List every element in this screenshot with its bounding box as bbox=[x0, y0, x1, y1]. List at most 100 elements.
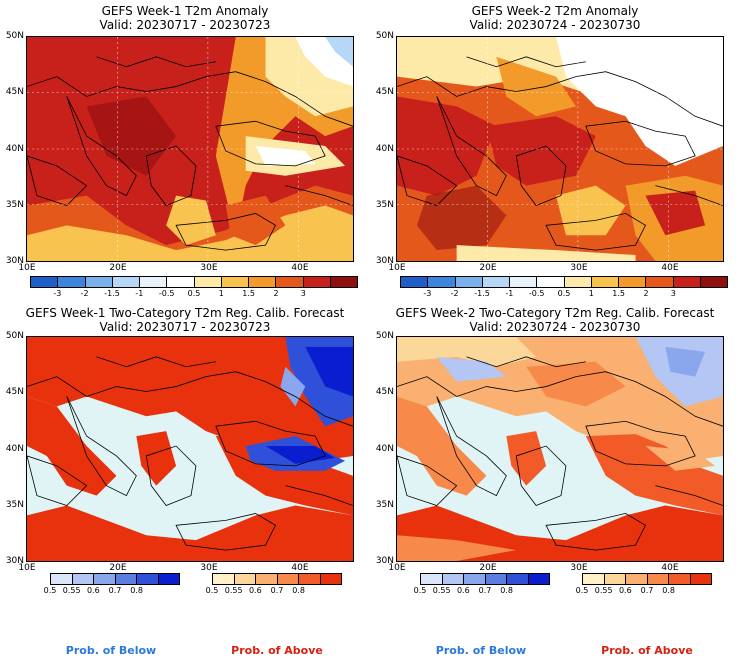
anomaly-field bbox=[397, 37, 723, 261]
colorbar-swatch bbox=[51, 574, 73, 584]
colorbar-swatch bbox=[564, 277, 592, 287]
prob-above-colorbar bbox=[212, 573, 342, 585]
colorbar-swatch bbox=[276, 277, 304, 287]
colorbar-label: -1 bbox=[135, 289, 144, 298]
x-tick-label: 40E bbox=[661, 263, 679, 273]
probability-field bbox=[397, 337, 723, 561]
colorbar-label: -0.5 bbox=[528, 289, 545, 298]
colorbar-swatch bbox=[137, 574, 159, 584]
colorbar-label: 3 bbox=[300, 289, 306, 298]
colorbar-label: 0.55 bbox=[224, 586, 243, 595]
colorbar-swatch bbox=[537, 277, 565, 287]
colorbar-swatch bbox=[428, 277, 456, 287]
colorbar-label: 0.5 bbox=[43, 586, 57, 595]
colorbar-swatch bbox=[167, 277, 195, 287]
colorbar-swatch bbox=[583, 574, 605, 584]
panel-title: GEFS Week-1 T2m Anomaly bbox=[101, 4, 269, 18]
colorbar-label: 0.6 bbox=[86, 586, 100, 595]
colorbar-swatch bbox=[330, 277, 357, 287]
colorbar-label: 0.8 bbox=[130, 586, 144, 595]
x-tick-label: 30E bbox=[200, 263, 218, 273]
y-tick-label: 40N bbox=[5, 444, 24, 454]
colorbar-swatch bbox=[140, 277, 168, 287]
y-tick-label: 45N bbox=[5, 87, 24, 97]
colorbar-label: 0.7 bbox=[640, 586, 654, 595]
y-tick-label: 50N bbox=[375, 31, 394, 41]
colorbar-label: 2 bbox=[643, 289, 649, 298]
colorbar-label: 1 bbox=[218, 289, 224, 298]
panel-valid-dates: Valid: 20230717 - 20230723 bbox=[99, 18, 271, 32]
y-tick-label: 45N bbox=[375, 387, 394, 397]
colorbar-swatch bbox=[158, 574, 179, 584]
panel-week1-anomaly: GEFS Week-1 T2m Anomaly Valid: 20230717 … bbox=[0, 0, 370, 300]
prob-below-label: Prob. of Below bbox=[435, 644, 527, 657]
x-tick-label: 40E bbox=[291, 563, 309, 573]
colorbar-swatch bbox=[646, 277, 674, 287]
colorbar-label: 0.5 bbox=[413, 586, 427, 595]
y-tick-label: 50N bbox=[375, 331, 394, 341]
colorbar-label: -3 bbox=[423, 289, 432, 298]
colorbar-swatch bbox=[421, 574, 443, 584]
colorbar-label: -2 bbox=[450, 289, 459, 298]
x-tick-label: 30E bbox=[570, 263, 588, 273]
colorbar-swatch bbox=[507, 574, 529, 584]
colorbar-label: 0.5 bbox=[205, 586, 219, 595]
colorbar-label: 0.7 bbox=[108, 586, 122, 595]
anomaly-colorbar bbox=[30, 276, 358, 288]
colorbar-label: 0.55 bbox=[62, 586, 81, 595]
prob-above-label: Prob. of Above bbox=[231, 644, 323, 657]
colorbar-swatch bbox=[619, 277, 647, 287]
x-tick-label: 40E bbox=[291, 263, 309, 273]
colorbar-swatch bbox=[58, 277, 86, 287]
y-tick-label: 35N bbox=[5, 500, 24, 510]
panel-title: GEFS Week-2 Two-Category T2m Reg. Calib.… bbox=[395, 306, 715, 320]
colorbar-swatch bbox=[221, 277, 249, 287]
colorbar-label: 1.5 bbox=[242, 289, 256, 298]
x-tick-label: 40E bbox=[661, 563, 679, 573]
prob-below-label: Prob. of Below bbox=[65, 644, 157, 657]
colorbar-label: 0.6 bbox=[248, 586, 262, 595]
y-tick-label: 35N bbox=[5, 200, 24, 210]
colorbar-label: 0.8 bbox=[292, 586, 306, 595]
colorbar-label: 0.8 bbox=[500, 586, 514, 595]
colorbar-swatch bbox=[194, 277, 222, 287]
y-tick-label: 30N bbox=[5, 556, 24, 566]
x-tick-label: 10E bbox=[18, 263, 36, 273]
colorbar-swatch bbox=[299, 574, 321, 584]
colorbar-label: 0.7 bbox=[270, 586, 284, 595]
colorbar-label: -1 bbox=[505, 289, 514, 298]
anomaly-colorbar bbox=[400, 276, 728, 288]
anomaly-map bbox=[396, 36, 724, 262]
y-tick-label: 30N bbox=[375, 256, 394, 266]
colorbar-label: -1.5 bbox=[474, 289, 490, 298]
colorbar-swatch bbox=[455, 277, 483, 287]
colorbar-label: 1.5 bbox=[612, 289, 626, 298]
colorbar-swatch bbox=[94, 574, 116, 584]
y-tick-label: 35N bbox=[375, 200, 394, 210]
colorbar-swatch bbox=[277, 574, 299, 584]
colorbar-label: 0.6 bbox=[618, 586, 632, 595]
colorbar-swatch bbox=[690, 574, 711, 584]
probability-map bbox=[396, 336, 724, 562]
prob-above-label: Prob. of Above bbox=[601, 644, 693, 657]
y-tick-label: 30N bbox=[375, 556, 394, 566]
prob-above-colorbar bbox=[582, 573, 712, 585]
prob-below-colorbar bbox=[50, 573, 180, 585]
colorbar-swatch bbox=[303, 277, 331, 287]
y-tick-label: 40N bbox=[375, 444, 394, 454]
colorbar-label: -2 bbox=[80, 289, 89, 298]
colorbar-swatch bbox=[669, 574, 691, 584]
y-tick-label: 40N bbox=[375, 144, 394, 154]
y-tick-label: 35N bbox=[375, 500, 394, 510]
panel-week2-anomaly: GEFS Week-2 T2m Anomaly Valid: 20230724 … bbox=[370, 0, 740, 300]
colorbar-label: 1 bbox=[588, 289, 594, 298]
prob-below-colorbar bbox=[420, 573, 550, 585]
colorbar-label: 0.7 bbox=[478, 586, 492, 595]
colorbar-label: 0.55 bbox=[594, 586, 613, 595]
colorbar-swatch bbox=[485, 574, 507, 584]
colorbar-swatch bbox=[85, 277, 113, 287]
colorbar-swatch bbox=[115, 574, 137, 584]
colorbar-swatch bbox=[528, 574, 549, 584]
probability-map bbox=[26, 336, 354, 562]
x-tick-label: 10E bbox=[18, 563, 36, 573]
